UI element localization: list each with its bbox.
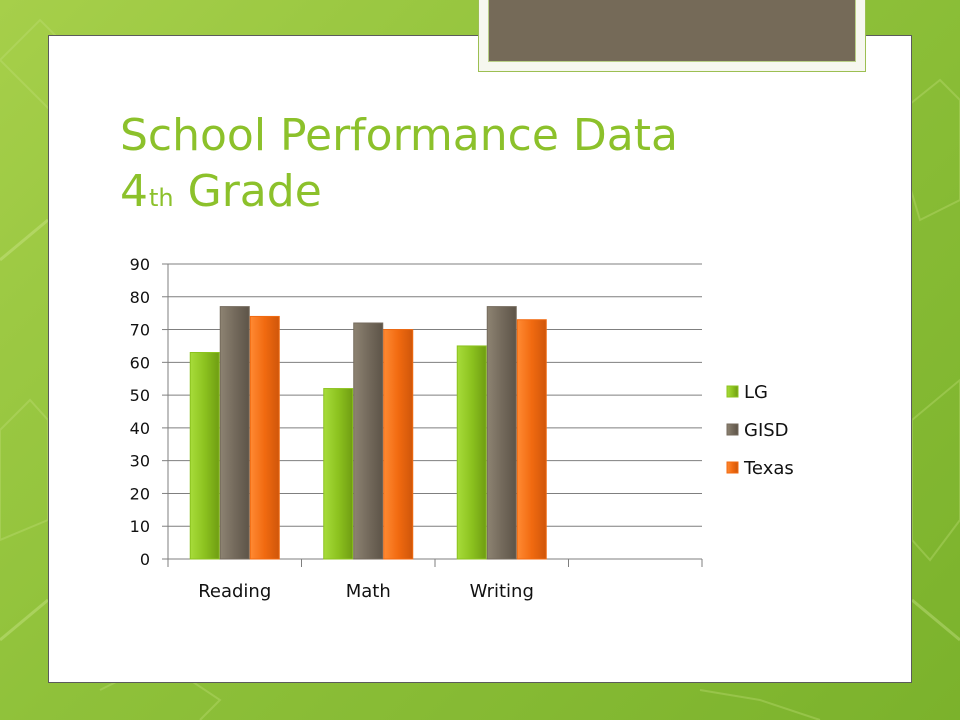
y-tick-label: 0	[140, 550, 150, 569]
y-tick-label: 20	[130, 484, 150, 503]
y-tick-label: 30	[130, 452, 150, 471]
y-tick-label: 80	[130, 288, 150, 307]
legend-label-texas: Texas	[743, 458, 794, 479]
accent-block	[488, 0, 856, 62]
legend-label-lg: LG	[744, 382, 768, 403]
legend-swatch-lg	[726, 385, 739, 398]
legend-swatch-texas	[726, 461, 739, 474]
y-tick-labels: 0 10 20 30 40 50 60 70 80 90	[130, 255, 150, 569]
bar-texas-math	[383, 329, 414, 560]
x-tick-labels: Reading Math Writing	[198, 581, 534, 602]
bar-lg-reading	[189, 352, 220, 560]
bar-lg-writing	[456, 345, 487, 560]
bar-texas-writing	[516, 319, 547, 560]
legend-label-gisd: GISD	[744, 420, 789, 441]
title-line-2: 4th Grade	[120, 164, 678, 220]
bars	[189, 306, 547, 560]
y-tick-label: 60	[130, 353, 150, 372]
x-tick-label: Reading	[198, 581, 271, 602]
y-tick-label: 40	[130, 419, 150, 438]
bar-gisd-math	[353, 322, 384, 560]
slide-title: School Performance Data 4th Grade	[120, 108, 678, 220]
title-grade-suffix: th	[149, 184, 174, 212]
y-tick-label: 90	[130, 255, 150, 274]
y-tick-label: 10	[130, 517, 150, 536]
title-line-1: School Performance Data	[120, 110, 678, 161]
legend: LG GISD Texas	[726, 382, 794, 479]
bar-chart: 0 10 20 30 40 50 60 70 80 90 Reading Math Writing L…	[130, 255, 794, 602]
bar-gisd-writing	[486, 306, 517, 560]
bar-lg-math	[323, 388, 354, 560]
title-grade-number: 4	[120, 166, 148, 217]
y-tick-label: 50	[130, 386, 150, 405]
y-tick-label: 70	[130, 321, 150, 340]
legend-swatch-gisd	[726, 423, 739, 436]
title-grade-word: Grade	[187, 166, 322, 217]
bar-gisd-reading	[219, 306, 250, 560]
x-tick-label: Math	[346, 581, 391, 602]
x-tick-label: Writing	[470, 581, 534, 602]
bar-texas-reading	[249, 315, 280, 560]
